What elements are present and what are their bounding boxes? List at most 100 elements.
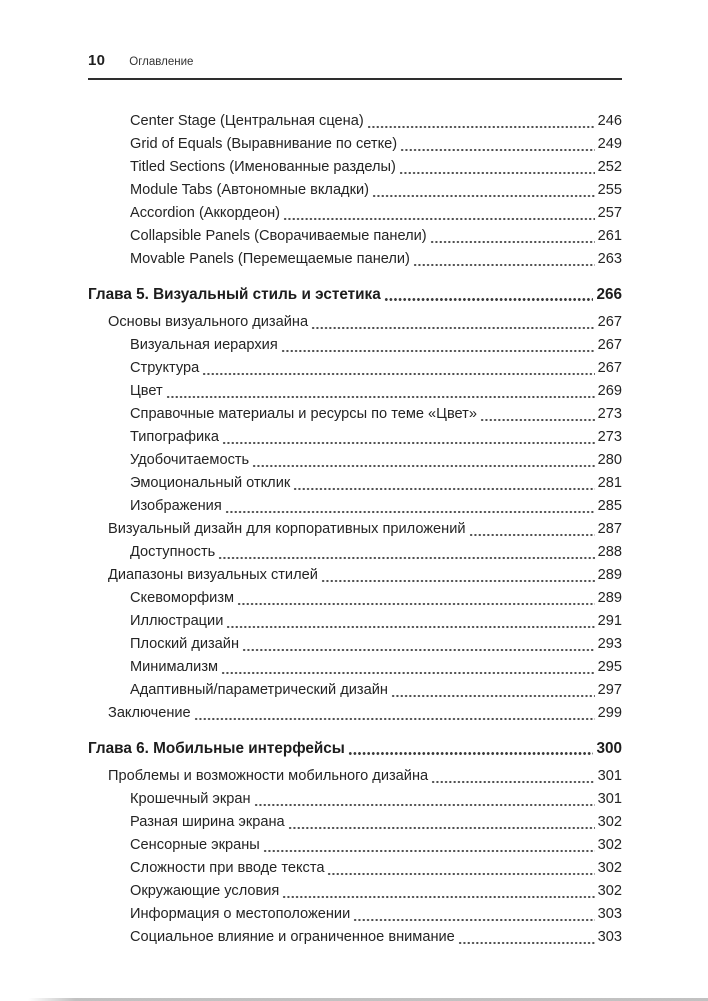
toc-entry: Структура 267 [88, 357, 622, 380]
toc-entry: Визуальный дизайн для корпоративных прил… [88, 518, 622, 541]
toc-entry-page: 300 [596, 740, 622, 757]
dot-leader [347, 737, 594, 756]
toc-entry-label: Цвет [130, 383, 163, 399]
toc-entry-page: 302 [597, 860, 622, 876]
running-head-title: Оглавление [129, 56, 194, 68]
toc-entry-page: 263 [597, 251, 622, 267]
toc-entry-page: 301 [597, 791, 622, 807]
toc-entry: Разная ширина экрана 302 [88, 811, 622, 834]
dot-leader [293, 472, 595, 491]
toc-entry-page: 302 [597, 883, 622, 899]
toc-entry-label: Плоский дизайн [130, 636, 240, 652]
dot-leader [468, 518, 595, 537]
toc-entry-page: 261 [597, 228, 622, 244]
dot-leader [237, 587, 595, 606]
toc-entry-label: Проблемы и возможности мобильного дизайн… [108, 768, 429, 784]
toc-entry-label: Глава 5. Визуальный стиль и эстетика [88, 286, 381, 303]
toc-entry-label: Заключение [108, 705, 191, 721]
dot-leader [311, 311, 595, 330]
toc-entry-label: Окружающие условия [130, 883, 280, 899]
toc-entry-page: 303 [597, 906, 622, 922]
toc-entry-label: Визуальная иерархия [130, 337, 278, 353]
dot-leader [287, 811, 595, 830]
toc-entry-page: 267 [597, 314, 622, 330]
toc-entry-page: 252 [597, 159, 622, 175]
toc-entry: Grid of Equals (Выравнивание по сетке) 2… [88, 133, 622, 156]
toc-entry: Center Stage (Центральная сцена) 246 [88, 110, 622, 133]
toc-entry: Сенсорные экраны 302 [88, 834, 622, 857]
toc-entry-page: 301 [597, 768, 622, 784]
toc-entry-label: Глава 6. Мобильные интерфейсы [88, 740, 345, 757]
toc-entry-label: Крошечный экран [130, 791, 251, 807]
dot-leader [253, 788, 595, 807]
dot-leader [479, 403, 595, 422]
dot-leader [252, 449, 595, 468]
dot-leader [383, 283, 594, 302]
dot-leader [320, 564, 595, 583]
dot-leader [165, 380, 595, 399]
toc-entry-page: 280 [597, 452, 622, 468]
dot-leader [327, 857, 595, 876]
toc-entry: Крошечный экран 301 [88, 788, 622, 811]
toc-entry-label: Разная ширина экрана [130, 814, 285, 830]
toc-entry: Доступность 288 [88, 541, 622, 564]
dot-leader [282, 880, 595, 899]
toc-entry-label: Сложности при вводе текста [130, 860, 325, 876]
toc-entry-page: 266 [596, 286, 622, 303]
toc-entry: Плоский дизайн 293 [88, 633, 622, 656]
toc-entry-page: 288 [597, 544, 622, 560]
dot-leader [412, 248, 595, 267]
dot-leader [262, 834, 595, 853]
toc-entry-page: 299 [597, 705, 622, 721]
dot-leader [366, 110, 595, 129]
toc-entry-label: Иллюстрации [130, 613, 224, 629]
toc-entry: Визуальная иерархия 267 [88, 334, 622, 357]
toc-entry-label: Center Stage (Центральная сцена) [130, 113, 364, 129]
toc-entry-page: 269 [597, 383, 622, 399]
toc-entry: Глава 6. Мобильные интерфейсы 300 [88, 737, 622, 760]
toc-entry-page: 297 [597, 682, 622, 698]
dot-leader [457, 926, 595, 945]
toc-entry: Цвет 269 [88, 380, 622, 403]
toc-entry-page: 249 [597, 136, 622, 152]
toc-entry: Диапазоны визуальных стилей 289 [88, 564, 622, 587]
dot-leader [202, 357, 595, 376]
toc-entry-label: Основы визуального дизайна [108, 314, 309, 330]
toc-entry-label: Grid of Equals (Выравнивание по сетке) [130, 136, 398, 152]
toc-entry-page: 255 [597, 182, 622, 198]
toc-entry: Titled Sections (Именованные разделы) 25… [88, 156, 622, 179]
dot-leader [400, 133, 595, 152]
toc-entry-page: 281 [597, 475, 622, 491]
toc-entry: Глава 5. Визуальный стиль и эстетика 266 [88, 283, 622, 306]
toc-entry-label: Минимализм [130, 659, 219, 675]
dot-leader [218, 541, 595, 560]
toc-entry: Социальное влияние и ограниченное вниман… [88, 926, 622, 949]
toc-entry-label: Адаптивный/параметрический дизайн [130, 682, 388, 698]
toc-entry-label: Доступность [130, 544, 216, 560]
dot-leader [429, 225, 595, 244]
toc-entry: Проблемы и возможности мобильного дизайн… [88, 765, 622, 788]
toc-entry-page: 302 [597, 814, 622, 830]
toc-entry-page: 257 [597, 205, 622, 221]
toc-entry-label: Информация о местоположении [130, 906, 351, 922]
toc-entry-label: Movable Panels (Перемещаемые панели) [130, 251, 410, 267]
toc-entry-label: Изображения [130, 498, 222, 514]
toc-entry-page: 302 [597, 837, 622, 853]
toc-entry-page: 293 [597, 636, 622, 652]
toc-entry-label: Accordion (Аккордеон) [130, 205, 281, 221]
toc-entry: Заключение 299 [88, 702, 622, 725]
toc-entry: Скевоморфизм 289 [88, 587, 622, 610]
table-of-contents: Center Stage (Центральная сцена) 246 Gri… [88, 110, 622, 949]
dot-leader [242, 633, 595, 652]
toc-entry-label: Удобочитаемость [130, 452, 250, 468]
toc-entry: Эмоциональный отклик 281 [88, 472, 622, 495]
folio-page-number: 10 [88, 52, 106, 69]
toc-entry: Удобочитаемость 280 [88, 449, 622, 472]
toc-entry-label: Диапазоны визуальных стилей [108, 567, 318, 583]
toc-entry: Изображения 285 [88, 495, 622, 518]
toc-entry-page: 289 [597, 590, 622, 606]
toc-entry-label: Справочные материалы и ресурсы по теме «… [130, 406, 477, 422]
dot-leader [221, 656, 595, 675]
toc-entry: Иллюстрации 291 [88, 610, 622, 633]
